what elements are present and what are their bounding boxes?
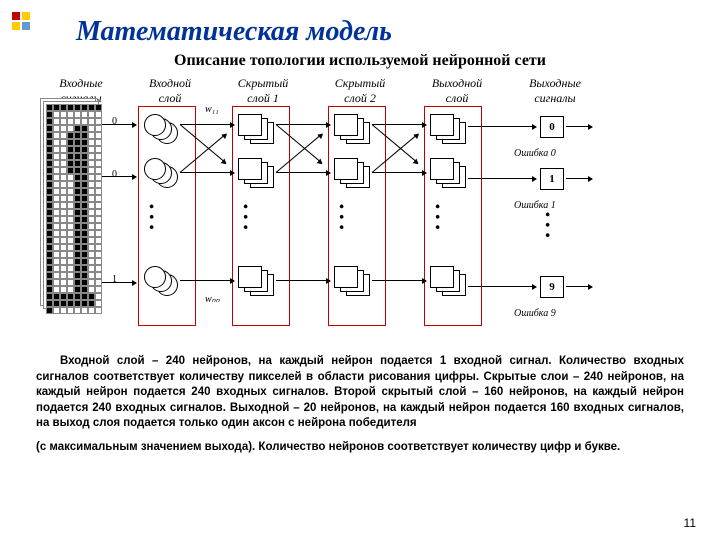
output-box: 0 (540, 116, 564, 138)
arrow (276, 280, 330, 281)
arrow (276, 172, 330, 173)
arrow (468, 286, 536, 287)
neuron-circle (144, 158, 166, 180)
vdots: • • • (428, 204, 444, 231)
arrow (180, 172, 234, 173)
corner-sq (22, 12, 30, 20)
corner-sq (12, 12, 20, 20)
bit-label: 0 (112, 169, 117, 180)
arrow (372, 280, 426, 281)
neuron-square (334, 114, 358, 136)
neuron-square (334, 158, 358, 180)
neuron-square (238, 158, 262, 180)
arrow (180, 280, 234, 281)
vdots: • • • (142, 204, 158, 231)
weight-label: w₁₁ (205, 104, 219, 115)
bit-label: 0 (112, 116, 117, 127)
body-p2-text: (с максимальным значением выхода). Колич… (36, 440, 684, 456)
neuron-square (334, 266, 358, 288)
col-label-hidden2: Скрытыйслой 2 (325, 76, 395, 106)
vdots: • • • (236, 204, 252, 231)
error-label: Ошибка 1 (514, 200, 574, 211)
corner-sq (22, 22, 30, 30)
bit-label: 1 (112, 274, 117, 285)
vdots: • • • (538, 212, 554, 239)
slide-subtitle: Описание топологии используемой нейронно… (36, 52, 684, 70)
output-box: 9 (540, 276, 564, 298)
body-paragraph-1: Входной слой – 240 нейронов, на каждый н… (36, 354, 684, 432)
arrow (566, 178, 592, 179)
input-pixel-grid (46, 104, 102, 314)
neuron-square (238, 114, 262, 136)
arrow (468, 126, 536, 127)
arrow (372, 124, 426, 125)
neuron-square (430, 266, 454, 288)
neuron-square (430, 158, 454, 180)
arrow (180, 124, 234, 125)
arrow (372, 172, 426, 173)
corner-sq (12, 22, 20, 30)
neuron-square (238, 266, 262, 288)
weight-label: wₙₙ (205, 294, 220, 305)
col-label-output-layer: Выходнойслой (422, 76, 492, 106)
corner-decoration (12, 12, 34, 34)
vdots: • • • (332, 204, 348, 231)
arrow (102, 124, 136, 125)
col-label-input-layer: Входнойслой (135, 76, 205, 106)
arrow (468, 178, 536, 179)
slide-title: Математическая модель (76, 16, 684, 48)
page-number: 11 (684, 516, 696, 530)
network-diagram: Входныесигналы Входнойслой Скрытыйслой 1… (40, 76, 680, 346)
arrow (566, 126, 592, 127)
error-label: Ошибка 0 (514, 148, 574, 159)
body-paragraph-2: (с максимальным значением выхода). Колич… (36, 440, 684, 456)
neuron-square (430, 114, 454, 136)
neuron-circle (144, 114, 166, 136)
arrow (102, 176, 136, 177)
arrow (276, 124, 330, 125)
output-box: 1 (540, 168, 564, 190)
arrow (102, 282, 136, 283)
arrow (566, 286, 592, 287)
col-label-output-signals: Выходныесигналы (520, 76, 590, 106)
neuron-circle (144, 266, 166, 288)
error-label: Ошибка 9 (514, 308, 574, 319)
col-label-hidden1: Скрытыйслой 1 (228, 76, 298, 106)
